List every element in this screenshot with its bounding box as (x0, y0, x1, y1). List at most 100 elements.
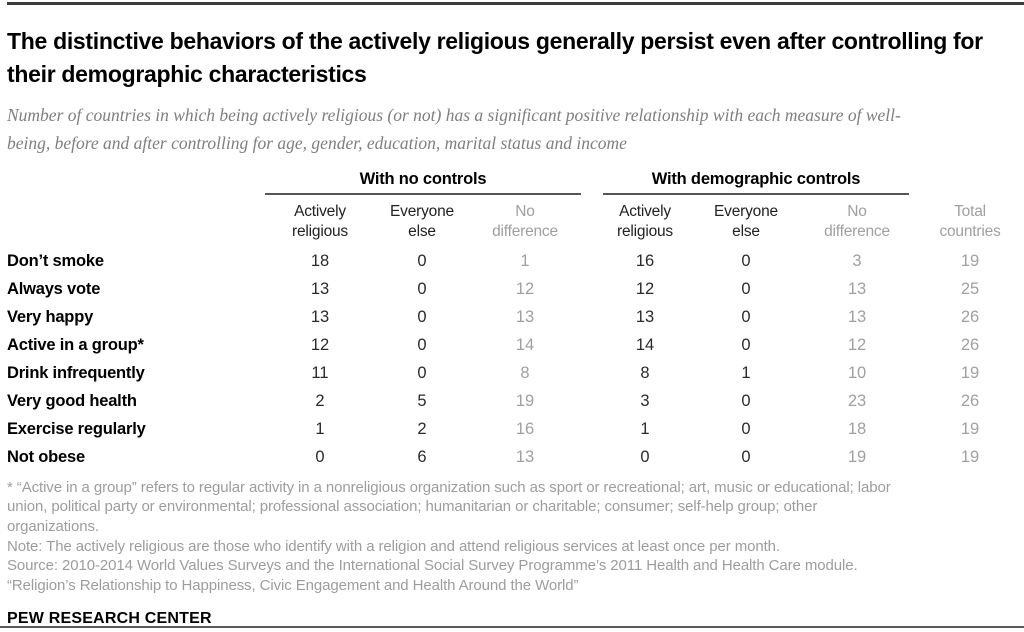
cell-value: 12 (847, 336, 867, 355)
table-row: Don’t smoke 18 0 1 16 0 3 19 (7, 248, 1024, 276)
column-header-label: Actively religious (617, 203, 673, 240)
row-label: Always vote (7, 280, 101, 299)
cell-value: 3 (852, 252, 862, 271)
cell-value: 26 (960, 308, 980, 327)
cell-value: 0 (417, 308, 427, 327)
cell-value: 8 (520, 364, 530, 383)
cell-value: 19 (847, 448, 867, 467)
cell-value: 12 (635, 280, 655, 299)
cell-value: 0 (417, 252, 427, 271)
cell-value: 0 (741, 308, 751, 327)
cell-value: 19 (960, 364, 980, 383)
column-header-no-difference-dc: No difference (805, 202, 909, 241)
row-label: Active in a group* (7, 336, 144, 355)
bottom-rule (0, 626, 1024, 628)
cell-value: 1 (520, 252, 530, 271)
column-header-everyone-else-nc: Everyone else (375, 202, 469, 241)
footnotes: * “Active in a group” refers to regular … (7, 478, 1021, 596)
cell-value: 18 (310, 252, 330, 271)
cell-value: 0 (417, 280, 427, 299)
cell-value: 3 (640, 392, 650, 411)
cell-value: 0 (315, 448, 325, 467)
cell-value: 13 (847, 280, 867, 299)
cell-value: 1 (315, 420, 325, 439)
top-rule (7, 2, 1024, 5)
row-label: Exercise regularly (7, 420, 146, 439)
cell-value: 13 (847, 308, 867, 327)
column-header-actively-religious-dc: Actively religious (603, 202, 687, 241)
cell-value: 13 (515, 448, 535, 467)
group-header-demographic-controls: With demographic controls (603, 170, 909, 196)
cell-value: 0 (741, 448, 751, 467)
cell-value: 0 (417, 336, 427, 355)
table-row: Very good health 2 5 19 3 0 23 26 (7, 388, 1024, 416)
table-row: Always vote 13 0 12 12 0 13 25 (7, 276, 1024, 304)
table-column-header-row: Actively religious Everyone else No diff… (7, 202, 1024, 241)
cell-value: 19 (515, 392, 535, 411)
cell-value: 12 (310, 336, 330, 355)
cell-value: 0 (741, 280, 751, 299)
cell-value: 11 (311, 364, 329, 383)
table-group-header-row: With no controls With demographic contro… (7, 170, 1024, 196)
cell-value: 26 (960, 336, 980, 355)
table-row: Very happy 13 0 13 13 0 13 26 (7, 304, 1024, 332)
cell-value: 8 (640, 364, 650, 383)
column-header-total-countries: Total countries (909, 202, 1024, 241)
cell-value: 5 (417, 392, 427, 411)
cell-value: 25 (960, 280, 980, 299)
table-row: Not obese 0 6 13 0 0 19 19 (7, 444, 1024, 472)
footnote-report-title-line: “Religion’s Relationship to Happiness, C… (7, 576, 579, 594)
column-header-label: Actively religious (292, 203, 348, 240)
cell-value: 0 (741, 420, 751, 439)
cell-value: 14 (635, 336, 655, 355)
table-row: Exercise regularly 1 2 16 1 0 18 19 (7, 416, 1024, 444)
cell-value: 14 (515, 336, 535, 355)
cell-value: 0 (417, 364, 427, 383)
cell-value: 19 (960, 448, 980, 467)
column-header-everyone-else-dc: Everyone else (687, 202, 805, 241)
well-being-table: With no controls With demographic contro… (7, 170, 1024, 471)
row-label: Don’t smoke (7, 252, 104, 271)
group-header-no-controls: With no controls (265, 170, 581, 196)
cell-value: 19 (960, 420, 980, 439)
cell-value: 13 (310, 308, 330, 327)
cell-value: 0 (741, 252, 751, 271)
cell-value: 0 (640, 448, 650, 467)
cell-value: 16 (515, 420, 535, 439)
footnote-line: organizations. (7, 517, 99, 535)
cell-value: 10 (847, 364, 867, 383)
column-header-label: No difference (492, 203, 558, 240)
row-label: Drink infrequently (7, 364, 145, 383)
column-header-label: Total countries (939, 203, 1001, 240)
cell-value: 13 (635, 308, 655, 327)
cell-value: 1 (741, 364, 751, 383)
table-row: Active in a group* 12 0 14 14 0 12 26 (7, 332, 1024, 360)
column-header-label: No difference (824, 203, 890, 240)
row-label: Very happy (7, 308, 94, 327)
page-title: The distinctive behaviors of the activel… (7, 28, 983, 87)
footnote-note-line: Note: The actively religious are those w… (7, 537, 780, 555)
cell-value: 0 (741, 392, 751, 411)
cell-value: 13 (515, 308, 535, 327)
table-row: Drink infrequently 11 0 8 8 1 10 19 (7, 360, 1024, 388)
row-label: Very good health (7, 392, 137, 411)
cell-value: 12 (515, 280, 535, 299)
cell-value: 6 (417, 448, 427, 467)
row-label: Not obese (7, 448, 85, 467)
cell-value: 13 (310, 280, 330, 299)
cell-value: 26 (960, 392, 980, 411)
column-header-actively-religious-nc: Actively religious (265, 202, 375, 241)
table-body: Don’t smoke 18 0 1 16 0 3 19 Always vote… (7, 248, 1024, 472)
cell-value: 2 (417, 420, 427, 439)
cell-value: 19 (960, 252, 980, 271)
pew-research-center-wordmark: PEW RESEARCH CENTER (7, 609, 212, 627)
footnote-line: * “Active in a group” refers to regular … (7, 478, 891, 496)
cell-value: 18 (847, 420, 867, 439)
column-header-no-difference-nc: No difference (469, 202, 581, 241)
cell-value: 0 (741, 336, 751, 355)
cell-value: 2 (315, 392, 325, 411)
cell-value: 16 (635, 252, 655, 271)
column-header-label: Everyone else (390, 203, 454, 240)
cell-value: 1 (640, 420, 650, 439)
